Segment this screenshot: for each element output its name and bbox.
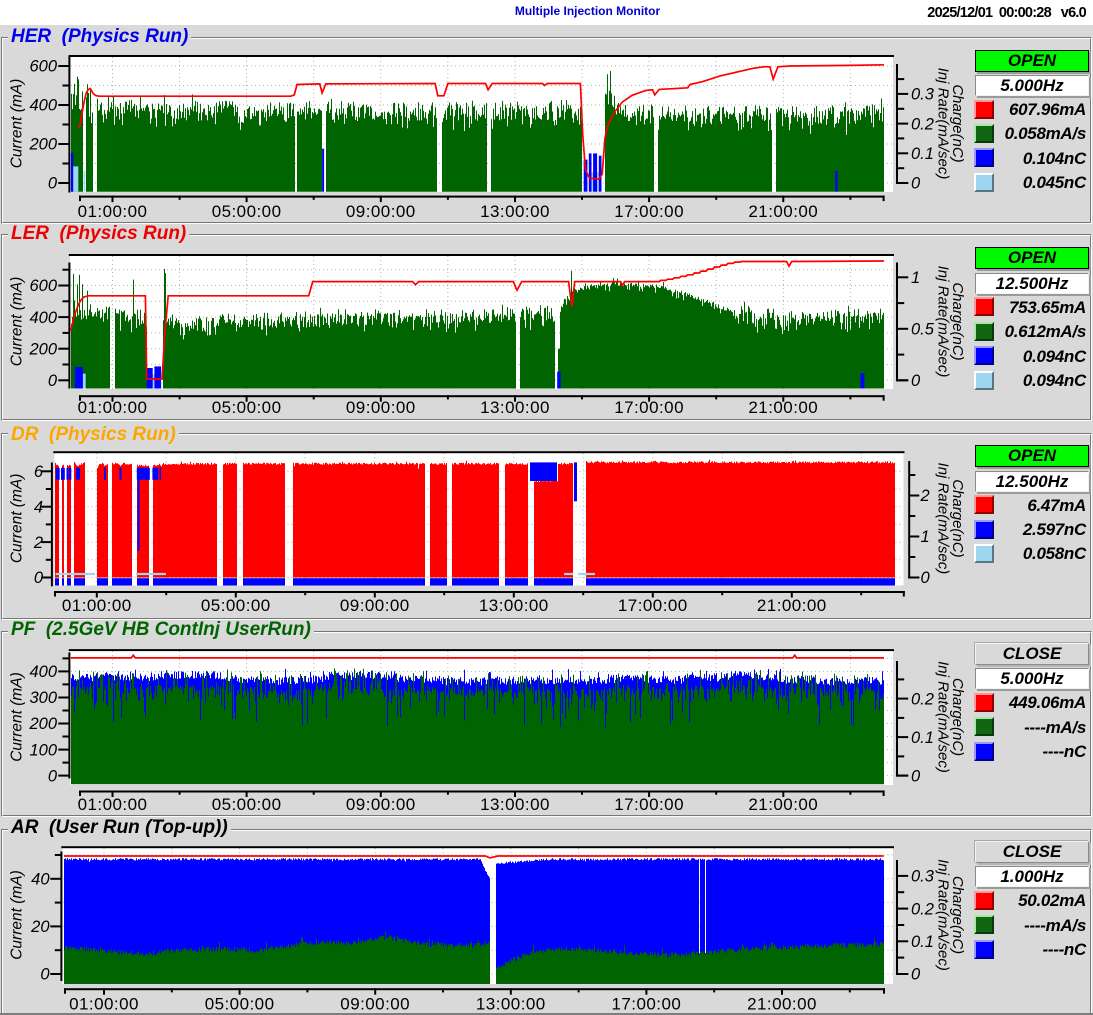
svg-text:40: 40	[31, 871, 50, 889]
svg-text:21:00:00: 21:00:00	[748, 398, 818, 417]
svg-text:0.5: 0.5	[911, 321, 935, 339]
svg-text:1: 1	[921, 528, 930, 546]
svg-text:21:00:00: 21:00:00	[748, 795, 818, 814]
svg-text:400: 400	[29, 97, 57, 115]
svg-text:17:00:00: 17:00:00	[614, 398, 684, 417]
svg-text:09:00:00: 09:00:00	[340, 596, 410, 615]
svg-text:13:00:00: 13:00:00	[476, 994, 546, 1013]
svg-text:09:00:00: 09:00:00	[340, 994, 410, 1013]
svg-text:17:00:00: 17:00:00	[614, 202, 684, 221]
svg-text:0: 0	[911, 372, 921, 390]
svg-text:0: 0	[48, 372, 58, 390]
svg-text:05:00:00: 05:00:00	[212, 398, 282, 417]
svg-text:0: 0	[40, 966, 50, 984]
svg-text:Current (mA): Current (mA)	[9, 277, 26, 367]
svg-text:Current (mA): Current (mA)	[9, 474, 26, 564]
svg-text:05:00:00: 05:00:00	[212, 202, 282, 221]
svg-text:200: 200	[28, 136, 57, 154]
svg-text:300: 300	[29, 689, 57, 707]
svg-text:01:00:00: 01:00:00	[78, 398, 148, 417]
svg-text:100: 100	[29, 741, 57, 759]
svg-text:21:00:00: 21:00:00	[748, 202, 818, 221]
svg-text:600: 600	[29, 277, 57, 295]
svg-text:13:00:00: 13:00:00	[479, 596, 549, 615]
svg-text:6: 6	[34, 463, 44, 481]
svg-text:400: 400	[29, 309, 57, 327]
svg-text:Charge(nC): Charge(nC)	[949, 479, 966, 557]
svg-text:05:00:00: 05:00:00	[201, 596, 271, 615]
svg-text:Inj Rate(mA/sec): Inj Rate(mA/sec)	[935, 661, 952, 773]
svg-text:01:00:00: 01:00:00	[78, 202, 148, 221]
svg-text:Inj Rate(mA/sec): Inj Rate(mA/sec)	[935, 859, 952, 971]
svg-text:20: 20	[30, 918, 50, 936]
svg-text:13:00:00: 13:00:00	[480, 202, 550, 221]
svg-text:17:00:00: 17:00:00	[618, 596, 688, 615]
svg-text:Charge(nC): Charge(nC)	[949, 678, 966, 756]
svg-text:01:00:00: 01:00:00	[69, 994, 139, 1013]
svg-text:01:00:00: 01:00:00	[62, 596, 132, 615]
svg-text:Current (mA): Current (mA)	[9, 870, 26, 960]
svg-text:17:00:00: 17:00:00	[612, 994, 682, 1013]
svg-text:0.3: 0.3	[911, 868, 935, 886]
svg-text:09:00:00: 09:00:00	[346, 795, 416, 814]
svg-text:Inj Rate(mA/sec): Inj Rate(mA/sec)	[935, 463, 952, 575]
svg-text:13:00:00: 13:00:00	[480, 398, 550, 417]
svg-text:0: 0	[48, 767, 58, 785]
svg-text:01:00:00: 01:00:00	[78, 795, 148, 814]
svg-text:400: 400	[29, 663, 57, 681]
svg-text:0.2: 0.2	[911, 115, 934, 133]
svg-text:09:00:00: 09:00:00	[346, 398, 416, 417]
svg-text:21:00:00: 21:00:00	[757, 596, 827, 615]
svg-text:Current (mA): Current (mA)	[9, 672, 26, 762]
svg-text:05:00:00: 05:00:00	[212, 795, 282, 814]
svg-text:0: 0	[921, 569, 931, 587]
svg-text:Charge(nC): Charge(nC)	[949, 876, 966, 954]
svg-text:09:00:00: 09:00:00	[346, 202, 416, 221]
svg-text:0.1: 0.1	[911, 145, 934, 163]
svg-text:200: 200	[28, 340, 57, 358]
svg-text:2: 2	[33, 534, 43, 552]
svg-text:4: 4	[34, 498, 43, 516]
svg-text:0.2: 0.2	[911, 690, 934, 708]
svg-text:Current (mA): Current (mA)	[9, 79, 26, 169]
svg-text:21:00:00: 21:00:00	[747, 994, 817, 1013]
svg-text:1: 1	[911, 269, 920, 287]
svg-text:0.3: 0.3	[911, 86, 935, 104]
svg-text:0: 0	[48, 175, 58, 193]
svg-text:0.1: 0.1	[911, 729, 934, 747]
svg-text:Inj Rate(mA/sec): Inj Rate(mA/sec)	[935, 266, 952, 378]
svg-text:0: 0	[911, 175, 921, 193]
svg-text:Charge(nC): Charge(nC)	[949, 282, 966, 360]
svg-text:0: 0	[911, 966, 921, 984]
svg-text:Inj Rate(mA/sec): Inj Rate(mA/sec)	[935, 68, 952, 180]
svg-text:200: 200	[28, 715, 57, 733]
svg-text:0: 0	[911, 767, 921, 785]
svg-text:2: 2	[920, 487, 930, 505]
svg-text:Charge(nC): Charge(nC)	[949, 84, 966, 162]
svg-text:17:00:00: 17:00:00	[614, 795, 684, 814]
svg-text:05:00:00: 05:00:00	[205, 994, 275, 1013]
svg-text:600: 600	[29, 58, 57, 76]
svg-text:0.1: 0.1	[911, 933, 934, 951]
svg-text:13:00:00: 13:00:00	[480, 795, 550, 814]
svg-text:0: 0	[34, 569, 44, 587]
svg-text:0.2: 0.2	[911, 900, 934, 918]
